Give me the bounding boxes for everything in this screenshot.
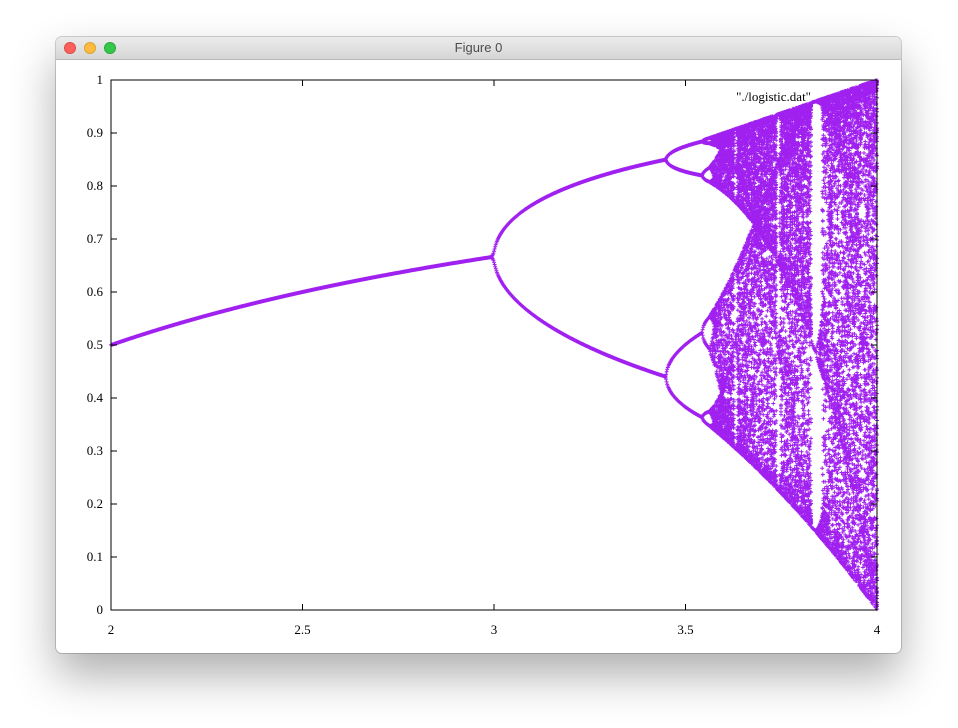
x-tick-label: 3 (491, 622, 498, 637)
data-point-group (779, 101, 813, 527)
window-title: Figure 0 (454, 40, 503, 55)
legend-label: "./logistic.dat" (736, 89, 811, 104)
minimize-button[interactable] (84, 42, 96, 54)
y-tick-label: 0.6 (87, 284, 104, 299)
y-tick-label: 0.1 (87, 549, 103, 564)
y-tick-label: 1 (97, 72, 104, 87)
zoom-button[interactable] (104, 42, 116, 54)
data-point-group (808, 91, 842, 562)
y-tick-label: 0.8 (87, 178, 103, 193)
x-axis: 2 2.5 3 3.5 4 (108, 80, 881, 637)
y-tick-label: 0.5 (87, 337, 103, 352)
title-bar[interactable]: Figure 0 (56, 37, 901, 60)
data-layer (109, 78, 879, 612)
data-point-group (109, 192, 555, 347)
data-point-group (837, 81, 872, 601)
y-tick-label: 0 (97, 602, 104, 617)
y-tick-label: 0.2 (87, 496, 103, 511)
y-tick-label: 0.4 (87, 390, 104, 405)
x-tick-label: 3.5 (677, 622, 693, 637)
y-axis: 0 0.1 0.2 0.3 0.4 0.5 0.6 0.7 0.8 0.9 1 (87, 72, 877, 617)
chart-plot: 2 2.5 3 3.5 4 00.10.20.30.40.50.60.70.80.91 … (87, 72, 881, 637)
y-tick-label: 0.3 (87, 443, 103, 458)
x-tick-label: 4 (874, 622, 881, 637)
x-tick-label: 2 (108, 622, 115, 637)
data-point-group (749, 111, 783, 496)
data-point-group (720, 121, 754, 466)
x-tick-label: 2.5 (294, 622, 310, 637)
close-button[interactable] (64, 42, 76, 54)
data-point-group (550, 131, 724, 439)
y-tick-label: 0.7 (87, 231, 104, 246)
data-point-group (867, 78, 879, 612)
figure-window: Figure 0 2 2.5 3 3.5 4 0 0.1 0.2 0.3 0.4 0.5 0.6 0.… (56, 37, 901, 653)
y-tick-label: 0.9 (87, 125, 103, 140)
